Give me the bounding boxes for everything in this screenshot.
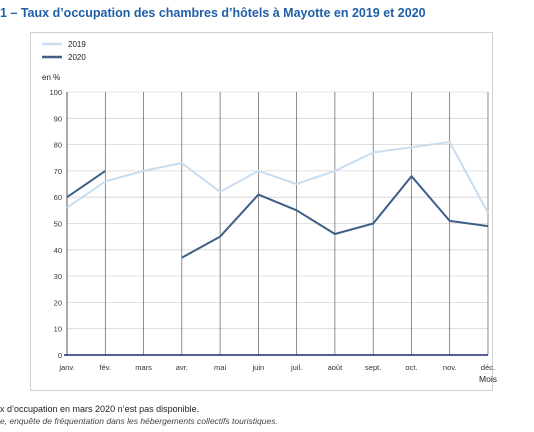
y-tick-label: 60 bbox=[54, 193, 62, 202]
x-tick-label: août bbox=[328, 363, 344, 372]
x-tick-label: fév. bbox=[99, 363, 111, 372]
y-tick-label: 100 bbox=[49, 88, 62, 97]
x-tick-label: juil. bbox=[290, 363, 302, 372]
chart-frame bbox=[30, 32, 493, 391]
x-axis-label: Mois bbox=[479, 374, 497, 384]
legend-label-2020: 2020 bbox=[68, 53, 86, 62]
x-tick-label: juin bbox=[252, 363, 265, 372]
x-tick-label: mars bbox=[135, 363, 152, 372]
series-lines bbox=[66, 141, 489, 259]
y-tick-label: 70 bbox=[54, 167, 62, 176]
x-tick-label: janv. bbox=[58, 363, 74, 372]
y-tick-label: 50 bbox=[54, 220, 62, 229]
legend: 2019 2020 bbox=[42, 40, 86, 62]
x-tick-label: nov. bbox=[443, 363, 457, 372]
note-text: x d’occupation en mars 2020 n’est pas di… bbox=[0, 404, 200, 414]
y-axis-label: en % bbox=[42, 73, 60, 82]
grid bbox=[66, 91, 489, 355]
legend-label-2019: 2019 bbox=[68, 40, 86, 49]
y-tick-label: 20 bbox=[54, 298, 62, 307]
series-line-2019 bbox=[66, 141, 489, 214]
chart-title: 1 – Taux d’occupation des chambres d’hôt… bbox=[0, 6, 426, 20]
x-tick-label: mai bbox=[214, 363, 226, 372]
y-tick-label: 40 bbox=[54, 246, 62, 255]
line-chart: 0 10 20 30 40 50 60 70 80 90 100 janv. fév. mars avr. m… bbox=[42, 40, 497, 384]
y-tick-label: 30 bbox=[54, 272, 62, 281]
series-line-2020 bbox=[66, 170, 489, 259]
x-tick-label: déc. bbox=[481, 363, 495, 372]
axes: 0 10 20 30 40 50 60 70 80 90 100 janv. fév. mars avr. m… bbox=[42, 73, 497, 384]
y-tick-label: 80 bbox=[54, 141, 62, 150]
y-tick-label: 90 bbox=[54, 114, 62, 123]
source-text: e, enquête de fréquentation dans les héb… bbox=[0, 416, 278, 426]
x-tick-label: avr. bbox=[176, 363, 188, 372]
x-tick-label: oct. bbox=[405, 363, 417, 372]
notes: x d’occupation en mars 2020 n’est pas di… bbox=[0, 404, 278, 426]
y-tick-label: 0 bbox=[58, 351, 62, 360]
y-tick-label: 10 bbox=[54, 325, 62, 334]
x-tick-label: sept. bbox=[365, 363, 381, 372]
